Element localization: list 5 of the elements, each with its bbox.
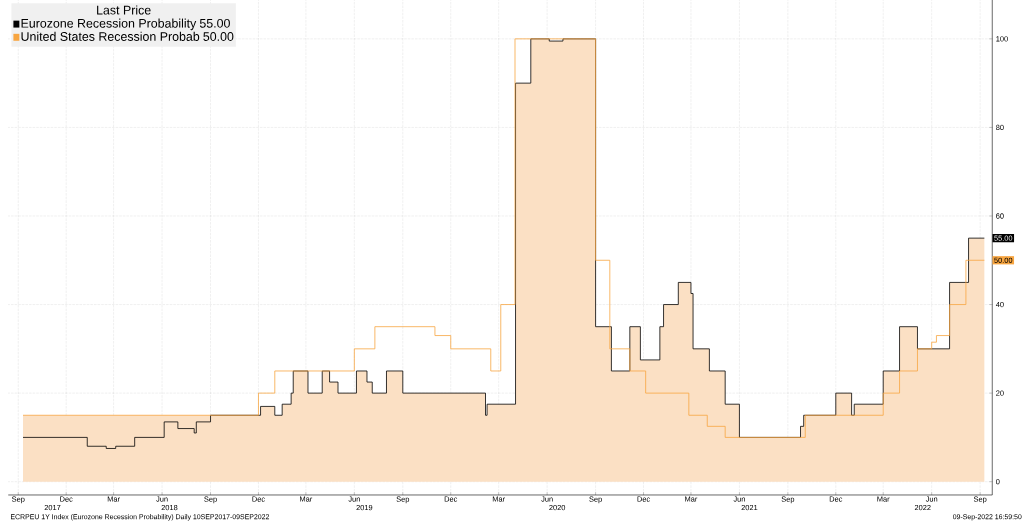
text: 50.00	[203, 32, 234, 42]
text: 55.00	[199, 19, 230, 28]
legend-label: Eurozone Recession Probability	[21, 18, 197, 31]
legend-label: United States Recession Probab	[21, 31, 200, 42]
legend-title: Last Price	[97, 5, 151, 15]
